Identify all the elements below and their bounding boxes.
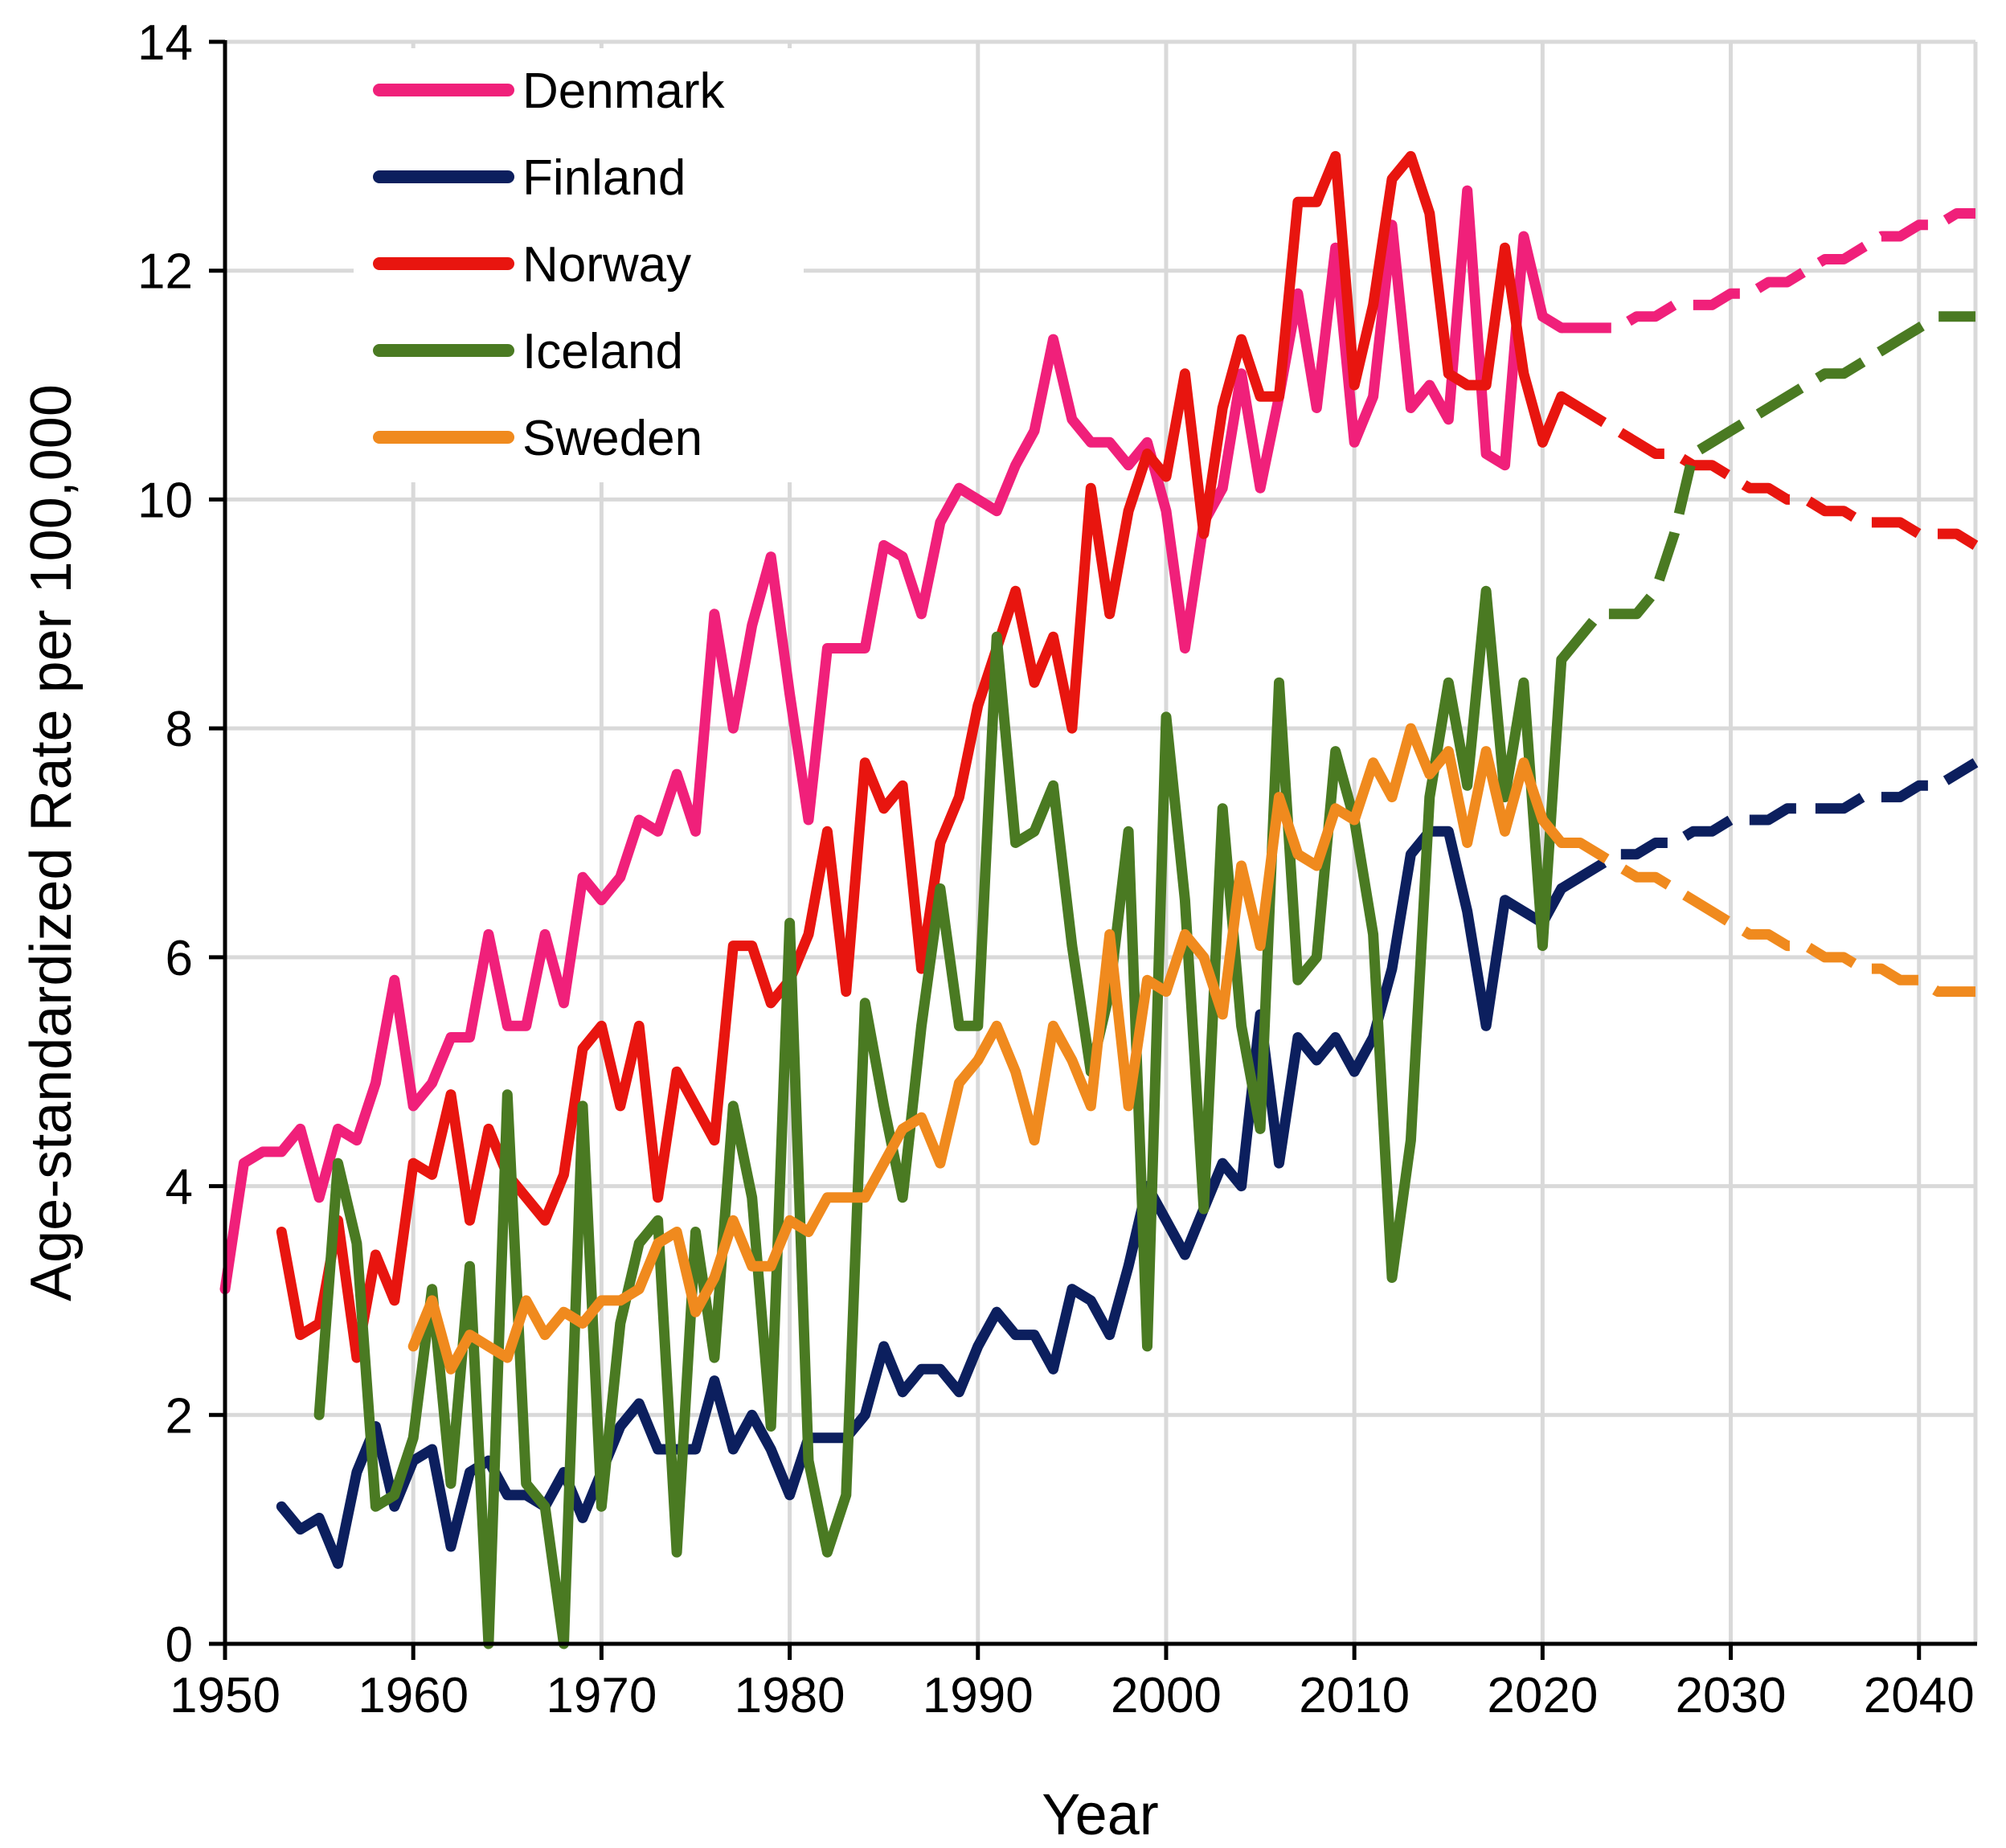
series-sweden [407, 723, 1975, 1375]
x-tick-label: 1950 [170, 1668, 280, 1723]
legend-label: Finland [522, 150, 686, 206]
legend-label: Iceland [522, 324, 683, 379]
series-denmark [219, 185, 1975, 1295]
legend-item-finland: Finland [373, 150, 686, 206]
series-line-norway-projected [1558, 391, 1979, 550]
series-line-sweden-observed [407, 723, 1567, 1375]
legend: Denmark Finland Norway Iceland Sweden [354, 48, 804, 482]
x-axis-title: Year [1042, 1783, 1158, 1847]
legend-label: Sweden [522, 411, 702, 466]
y-tick-label: 6 [166, 931, 193, 986]
series-line-denmark-projected [1561, 208, 1975, 334]
legend-item-iceland: Iceland [373, 324, 683, 379]
series-line-sweden-projected [1561, 838, 1975, 998]
series-norway [276, 150, 1979, 1363]
legend-item-norway: Norway [373, 237, 691, 293]
legend-label: Denmark [522, 64, 726, 119]
x-tick-label: 1990 [923, 1668, 1034, 1723]
series-line-denmark-observed [219, 185, 1567, 1295]
x-tick-label: 1980 [735, 1668, 845, 1723]
x-tick-label: 2000 [1111, 1668, 1222, 1723]
y-tick-label: 8 [166, 702, 193, 757]
y-tick-label: 2 [166, 1388, 193, 1444]
axes: 0 2 4 6 8 10 12 14 1950 1960 1970 1980 1990 2000 2010 2… [137, 15, 1977, 1723]
series-lines [219, 150, 1979, 1649]
x-tick-label: 1960 [358, 1668, 469, 1723]
y-tick-label: 12 [137, 244, 193, 300]
legend-item-sweden: Sweden [373, 411, 702, 466]
series-line-iceland-projected [1557, 311, 1975, 663]
x-tick-label: 2030 [1676, 1668, 1787, 1723]
x-tick-label: 2040 [1864, 1668, 1975, 1723]
y-tick-label: 4 [166, 1160, 193, 1215]
y-axis-title: Age-standardized Rate per 100,000 [19, 384, 84, 1301]
legend-item-denmark: Denmark [373, 64, 726, 119]
y-tick-label: 10 [137, 473, 193, 528]
x-tick-label: 1970 [546, 1668, 657, 1723]
series-line-finland-projected [1558, 758, 1979, 893]
x-tick-label: 2010 [1299, 1668, 1410, 1723]
legend-label: Norway [522, 237, 691, 293]
y-tick-label: 0 [166, 1617, 193, 1673]
x-tick-label: 2020 [1487, 1668, 1598, 1723]
series-line-norway-observed [276, 150, 1567, 1363]
y-tick-label: 14 [137, 15, 193, 71]
